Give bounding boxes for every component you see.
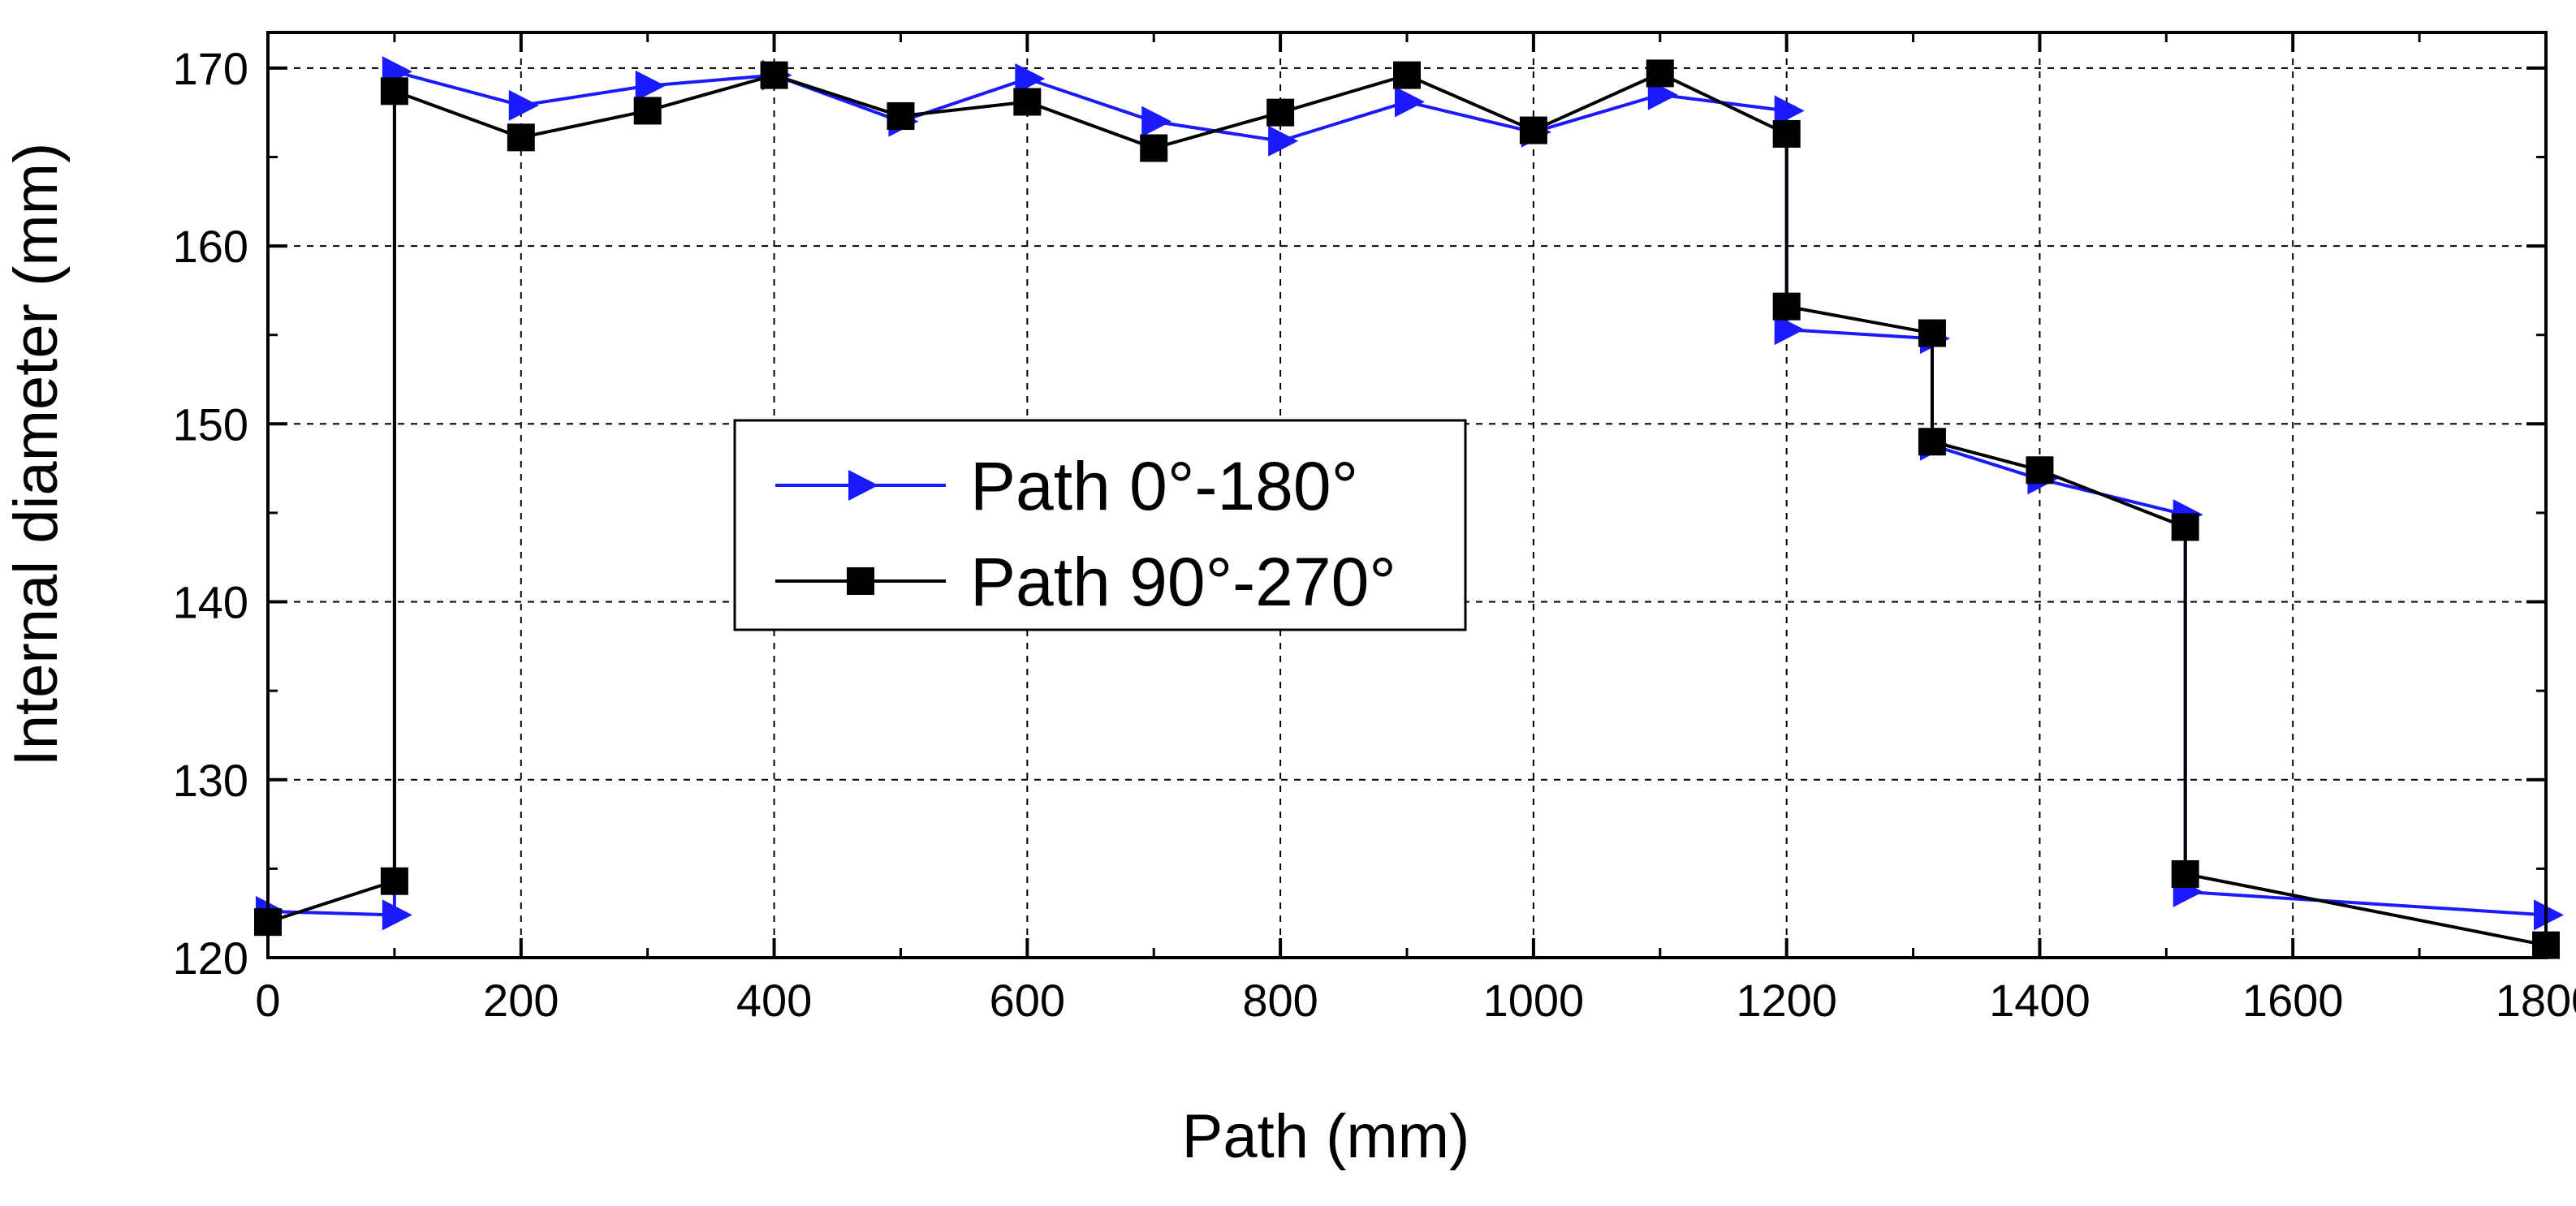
data-point-square <box>1772 292 1801 321</box>
y-tick-label: 130 <box>173 755 248 806</box>
data-point-triangle <box>1141 106 1172 137</box>
x-axis-title: Path (mm) <box>1182 1102 1470 1171</box>
data-point-triangle <box>2534 899 2564 931</box>
data-point-square <box>1918 319 1946 347</box>
data-point-square <box>380 77 408 106</box>
data-point-triangle <box>1395 86 1425 118</box>
x-tick-label: 400 <box>736 975 812 1026</box>
data-point-triangle <box>635 70 666 101</box>
x-tick-label: 1600 <box>2242 975 2344 1026</box>
data-point-square <box>2026 456 2054 485</box>
series-layer <box>254 56 2564 959</box>
x-tick-label: 200 <box>483 975 559 1026</box>
data-point-square <box>1646 59 1674 88</box>
data-point-square <box>887 102 915 131</box>
x-tick-label: 1000 <box>1483 975 1585 1026</box>
x-tick-label: 1400 <box>1989 975 2091 1026</box>
data-point-square <box>1140 134 1168 162</box>
data-point-square <box>380 867 408 895</box>
data-point-triangle <box>1774 95 1805 127</box>
grid-layer <box>268 32 2546 958</box>
legend-label: Path 0°-180° <box>970 448 1358 524</box>
data-point-square <box>1519 116 1547 144</box>
y-tick-label: 160 <box>173 221 248 272</box>
data-point-square <box>2171 513 2199 541</box>
y-tick-label: 170 <box>173 43 248 94</box>
data-point-triangle <box>1015 63 1046 94</box>
data-point-square <box>1918 428 1946 456</box>
x-tick-label: 800 <box>1242 975 1318 1026</box>
data-point-triangle <box>382 899 412 931</box>
x-tick-label: 1200 <box>1736 975 1837 1026</box>
y-tick-label: 150 <box>173 398 248 450</box>
data-point-square <box>1266 98 1295 127</box>
data-point-square <box>760 61 788 89</box>
data-point-square <box>2171 859 2199 888</box>
y-axis-title: Internal diameter (mm) <box>2 143 71 767</box>
data-point-triangle <box>508 89 539 121</box>
y-tick-label: 140 <box>173 577 248 628</box>
x-tick-label: 0 <box>255 975 280 1026</box>
legend-label: Path 90°-270° <box>970 544 1396 620</box>
legend: Path 0°-180° Path 90°-270° <box>733 419 1467 631</box>
y-tick-label: 120 <box>173 932 248 984</box>
data-point-square <box>1772 119 1801 148</box>
data-point-triangle <box>1774 314 1805 346</box>
legend-marker-square <box>847 567 874 595</box>
x-tick-label: 600 <box>990 975 1065 1026</box>
axis-layer: 0 200 400 600 800 1000 1200 1400 1600 1800 120 130 1… <box>173 31 2576 1026</box>
x-tick-label: 1800 <box>2496 975 2576 1026</box>
legend-marker-triangle <box>848 470 878 501</box>
data-point-square <box>1013 88 1042 116</box>
data-point-square <box>633 97 662 125</box>
data-point-square <box>507 123 535 152</box>
data-point-square <box>1393 61 1421 89</box>
data-point-triangle <box>1268 125 1299 157</box>
